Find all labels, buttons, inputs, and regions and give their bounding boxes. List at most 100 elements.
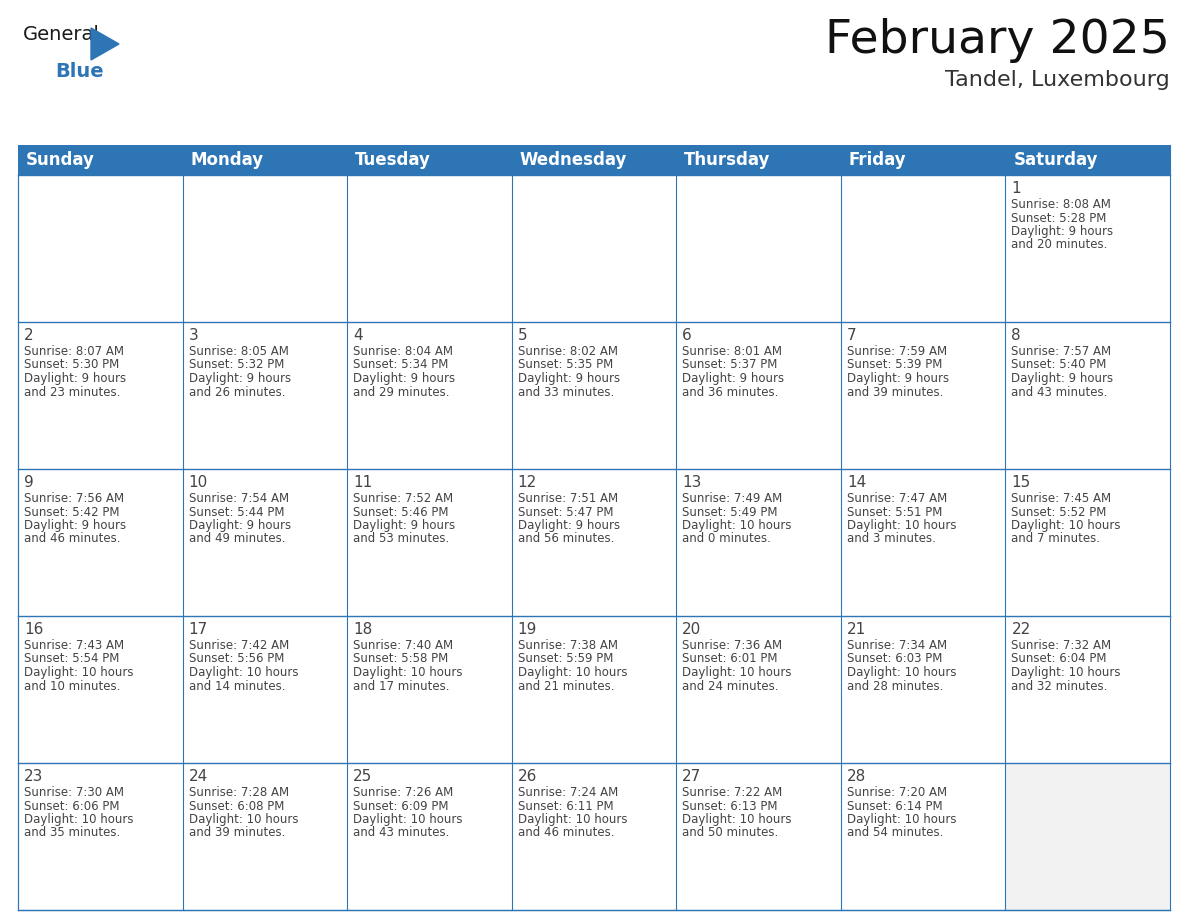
- Text: Daylight: 10 hours: Daylight: 10 hours: [189, 813, 298, 826]
- Text: 5: 5: [518, 328, 527, 343]
- Text: 25: 25: [353, 769, 372, 784]
- Text: 4: 4: [353, 328, 362, 343]
- Text: Sunrise: 7:28 AM: Sunrise: 7:28 AM: [189, 786, 289, 799]
- Text: Daylight: 9 hours: Daylight: 9 hours: [682, 372, 784, 385]
- Text: Daylight: 10 hours: Daylight: 10 hours: [847, 666, 956, 679]
- Text: Daylight: 10 hours: Daylight: 10 hours: [682, 519, 791, 532]
- Text: Saturday: Saturday: [1013, 151, 1098, 169]
- Text: 9: 9: [24, 475, 33, 490]
- Text: February 2025: February 2025: [826, 18, 1170, 63]
- Text: Sunrise: 7:32 AM: Sunrise: 7:32 AM: [1011, 639, 1112, 652]
- Text: Friday: Friday: [849, 151, 906, 169]
- Text: Daylight: 9 hours: Daylight: 9 hours: [189, 519, 291, 532]
- Text: and 24 minutes.: and 24 minutes.: [682, 679, 779, 692]
- Text: 6: 6: [682, 328, 693, 343]
- Text: and 49 minutes.: and 49 minutes.: [189, 532, 285, 545]
- Text: Sunrise: 7:59 AM: Sunrise: 7:59 AM: [847, 345, 947, 358]
- Text: Sunrise: 7:24 AM: Sunrise: 7:24 AM: [518, 786, 618, 799]
- Text: Monday: Monday: [190, 151, 264, 169]
- Text: Daylight: 9 hours: Daylight: 9 hours: [24, 519, 126, 532]
- Text: Sunrise: 7:52 AM: Sunrise: 7:52 AM: [353, 492, 454, 505]
- Text: 21: 21: [847, 622, 866, 637]
- Bar: [1005, 763, 1170, 910]
- Text: and 32 minutes.: and 32 minutes.: [1011, 679, 1107, 692]
- Text: Sunrise: 7:42 AM: Sunrise: 7:42 AM: [189, 639, 289, 652]
- Text: Sunrise: 7:45 AM: Sunrise: 7:45 AM: [1011, 492, 1112, 505]
- Text: 23: 23: [24, 769, 44, 784]
- Text: Sunset: 5:52 PM: Sunset: 5:52 PM: [1011, 506, 1107, 519]
- Text: Sunrise: 8:08 AM: Sunrise: 8:08 AM: [1011, 198, 1111, 211]
- Text: and 46 minutes.: and 46 minutes.: [24, 532, 120, 545]
- Text: Daylight: 10 hours: Daylight: 10 hours: [847, 813, 956, 826]
- Text: Sunset: 5:58 PM: Sunset: 5:58 PM: [353, 653, 448, 666]
- Text: Sunset: 6:01 PM: Sunset: 6:01 PM: [682, 653, 778, 666]
- Text: Sunset: 5:28 PM: Sunset: 5:28 PM: [1011, 211, 1107, 225]
- Text: 12: 12: [518, 475, 537, 490]
- Text: Daylight: 10 hours: Daylight: 10 hours: [682, 666, 791, 679]
- Text: and 28 minutes.: and 28 minutes.: [847, 679, 943, 692]
- Text: Daylight: 10 hours: Daylight: 10 hours: [353, 666, 462, 679]
- Text: 1: 1: [1011, 181, 1020, 196]
- Text: Sunset: 5:49 PM: Sunset: 5:49 PM: [682, 506, 778, 519]
- Text: Sunset: 6:11 PM: Sunset: 6:11 PM: [518, 800, 613, 812]
- Text: Daylight: 9 hours: Daylight: 9 hours: [1011, 225, 1113, 238]
- Text: and 56 minutes.: and 56 minutes.: [518, 532, 614, 545]
- Text: Daylight: 10 hours: Daylight: 10 hours: [518, 813, 627, 826]
- Text: Sunrise: 7:26 AM: Sunrise: 7:26 AM: [353, 786, 454, 799]
- Text: Sunset: 6:04 PM: Sunset: 6:04 PM: [1011, 653, 1107, 666]
- Text: Sunset: 5:47 PM: Sunset: 5:47 PM: [518, 506, 613, 519]
- Text: Sunset: 5:35 PM: Sunset: 5:35 PM: [518, 359, 613, 372]
- Text: Daylight: 9 hours: Daylight: 9 hours: [189, 372, 291, 385]
- Text: Sunset: 5:56 PM: Sunset: 5:56 PM: [189, 653, 284, 666]
- Text: Sunrise: 7:36 AM: Sunrise: 7:36 AM: [682, 639, 783, 652]
- Text: and 33 minutes.: and 33 minutes.: [518, 386, 614, 398]
- Text: and 14 minutes.: and 14 minutes.: [189, 679, 285, 692]
- Text: and 23 minutes.: and 23 minutes.: [24, 386, 120, 398]
- Text: Sunrise: 7:51 AM: Sunrise: 7:51 AM: [518, 492, 618, 505]
- Text: and 39 minutes.: and 39 minutes.: [847, 386, 943, 398]
- Text: Sunset: 5:40 PM: Sunset: 5:40 PM: [1011, 359, 1107, 372]
- Text: 14: 14: [847, 475, 866, 490]
- Text: and 17 minutes.: and 17 minutes.: [353, 679, 449, 692]
- Text: 17: 17: [189, 622, 208, 637]
- Text: Daylight: 10 hours: Daylight: 10 hours: [847, 519, 956, 532]
- Text: Blue: Blue: [55, 62, 103, 81]
- Text: and 21 minutes.: and 21 minutes.: [518, 679, 614, 692]
- Text: Thursday: Thursday: [684, 151, 771, 169]
- Text: Sunset: 6:09 PM: Sunset: 6:09 PM: [353, 800, 449, 812]
- Bar: [18, 145, 1170, 175]
- Text: and 7 minutes.: and 7 minutes.: [1011, 532, 1100, 545]
- Text: Sunrise: 8:05 AM: Sunrise: 8:05 AM: [189, 345, 289, 358]
- Text: 7: 7: [847, 328, 857, 343]
- Text: Wednesday: Wednesday: [519, 151, 627, 169]
- Text: Daylight: 9 hours: Daylight: 9 hours: [1011, 372, 1113, 385]
- Text: 26: 26: [518, 769, 537, 784]
- Text: Sunrise: 7:54 AM: Sunrise: 7:54 AM: [189, 492, 289, 505]
- Text: 19: 19: [518, 622, 537, 637]
- Text: and 46 minutes.: and 46 minutes.: [518, 826, 614, 839]
- Text: Sunset: 6:14 PM: Sunset: 6:14 PM: [847, 800, 942, 812]
- Text: Daylight: 10 hours: Daylight: 10 hours: [1011, 519, 1121, 532]
- Text: and 20 minutes.: and 20 minutes.: [1011, 239, 1107, 252]
- Text: Sunrise: 7:43 AM: Sunrise: 7:43 AM: [24, 639, 124, 652]
- Text: Sunset: 5:59 PM: Sunset: 5:59 PM: [518, 653, 613, 666]
- Text: Tandel, Luxembourg: Tandel, Luxembourg: [946, 70, 1170, 90]
- Text: 22: 22: [1011, 622, 1031, 637]
- Text: Sunday: Sunday: [26, 151, 95, 169]
- Text: and 36 minutes.: and 36 minutes.: [682, 386, 778, 398]
- Text: Daylight: 10 hours: Daylight: 10 hours: [518, 666, 627, 679]
- Text: 20: 20: [682, 622, 702, 637]
- Text: 8: 8: [1011, 328, 1020, 343]
- Text: and 0 minutes.: and 0 minutes.: [682, 532, 771, 545]
- Text: and 10 minutes.: and 10 minutes.: [24, 679, 120, 692]
- Text: Sunrise: 8:04 AM: Sunrise: 8:04 AM: [353, 345, 453, 358]
- Text: General: General: [23, 25, 100, 44]
- Text: Daylight: 10 hours: Daylight: 10 hours: [682, 813, 791, 826]
- Text: Daylight: 10 hours: Daylight: 10 hours: [1011, 666, 1121, 679]
- Text: and 43 minutes.: and 43 minutes.: [1011, 386, 1107, 398]
- Text: Sunset: 5:42 PM: Sunset: 5:42 PM: [24, 506, 120, 519]
- Text: Sunrise: 7:38 AM: Sunrise: 7:38 AM: [518, 639, 618, 652]
- Text: and 26 minutes.: and 26 minutes.: [189, 386, 285, 398]
- Text: Daylight: 9 hours: Daylight: 9 hours: [518, 372, 620, 385]
- Text: and 43 minutes.: and 43 minutes.: [353, 826, 449, 839]
